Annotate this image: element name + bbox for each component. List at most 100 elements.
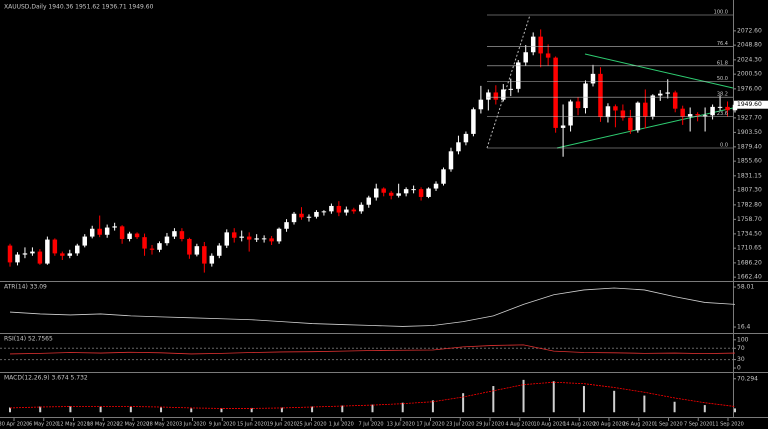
x-tick-label: 18 May 2020 — [87, 422, 120, 428]
x-tick-label: 12 May 2020 — [57, 422, 90, 428]
x-tick-label: 17 Jul 2020 — [416, 422, 444, 428]
candle-body — [418, 189, 424, 197]
candle-body — [89, 228, 95, 237]
y-tick-label: 1782.80 — [737, 201, 762, 208]
candle-body — [164, 236, 170, 244]
candle-body — [516, 62, 521, 89]
macd-bar — [69, 406, 72, 413]
candle-body — [336, 205, 342, 213]
candle-body — [396, 193, 401, 196]
candle-body — [441, 169, 446, 184]
y-tick-label: 0 — [737, 365, 741, 372]
macd-bar — [703, 405, 706, 413]
pane-title: MACD(12,26,9) 3.674 5.732 — [4, 375, 88, 382]
x-tick-label: 3 Jun 2020 — [179, 422, 206, 428]
x-tick-label: 13 Jul 2020 — [387, 422, 415, 428]
x-tick-label: 28 May 2020 — [146, 422, 179, 428]
y-tick-label: 1855.60 — [737, 158, 762, 165]
candle-body — [665, 92, 670, 94]
candle-body — [658, 93, 663, 96]
pane-title: ATR(14) 33.09 — [4, 284, 47, 291]
candle-body — [717, 106, 723, 108]
candle-body — [426, 188, 431, 197]
y-tick-label: 1758.70 — [737, 216, 762, 223]
candle-body — [403, 189, 409, 194]
candle-body — [620, 110, 626, 118]
candle-body — [254, 238, 259, 240]
fib-label: 23.6 — [717, 111, 728, 117]
x-tick-label: 15 Jun 2020 — [237, 422, 267, 428]
price-label: 1949.60 — [737, 101, 762, 108]
candle-body — [194, 246, 200, 255]
y-tick-label: 1807.30 — [737, 187, 762, 194]
candle-body — [411, 189, 416, 191]
candle-body — [478, 99, 484, 110]
candle-body — [217, 245, 222, 256]
candle-body — [373, 188, 379, 198]
macd-bar — [220, 408, 223, 413]
fib-label: 50.0 — [717, 76, 728, 82]
candle-body — [508, 88, 514, 90]
y-tick-label: 1976.00 — [737, 85, 762, 92]
macd-bar — [9, 407, 11, 413]
y-tick-label: 58.01 — [737, 284, 754, 291]
y-tick-label: 1831.15 — [737, 172, 762, 179]
candle-body — [231, 232, 237, 238]
candle-body — [329, 205, 334, 212]
x-tick-label: 11 Sep 2020 — [712, 422, 744, 428]
candle-body — [172, 231, 177, 237]
candle-body — [388, 192, 394, 196]
candle-body — [52, 239, 58, 254]
candle-body — [725, 106, 730, 111]
candle-body — [486, 92, 491, 100]
y-tick-label: 2024.30 — [737, 56, 762, 63]
macd-bar — [613, 390, 616, 413]
indicator-line — [9, 344, 736, 355]
fib-label: 76.4 — [717, 41, 728, 47]
macd-bar — [99, 406, 102, 413]
macd-bar — [673, 401, 676, 413]
candle-body — [142, 237, 147, 249]
candle-body — [149, 248, 155, 250]
indicator-line — [9, 287, 736, 327]
candle-body — [583, 83, 588, 109]
candle-body — [643, 102, 648, 117]
candle-body — [269, 238, 274, 242]
candle-body — [493, 92, 499, 100]
fib-label: 38.2 — [717, 92, 728, 98]
candle-body — [179, 231, 185, 239]
candle-body — [433, 183, 439, 189]
macd-bar — [311, 406, 314, 413]
candle-body — [75, 245, 80, 254]
candle-body — [501, 89, 506, 100]
macd-bar — [462, 393, 465, 413]
candle-body — [672, 92, 678, 109]
fib-label: 61.8 — [717, 60, 728, 66]
candle-body — [7, 245, 13, 263]
pane-title: XAUUSD,Daily 1940.36 1951.62 1936.71 194… — [4, 4, 154, 11]
macd-bar — [552, 381, 555, 413]
y-tick-label: 1710.65 — [737, 245, 762, 252]
macd-bar — [734, 408, 736, 413]
candle-body — [553, 57, 558, 128]
trend-line — [584, 53, 734, 89]
y-tick-label: 2048.80 — [737, 42, 762, 49]
candle-body — [321, 211, 327, 213]
candle-body — [598, 73, 603, 118]
x-tick-label: 23 Jul 2020 — [446, 422, 474, 428]
candle-body — [97, 228, 102, 235]
y-tick-label: 2000.50 — [737, 71, 762, 78]
candle-body — [456, 142, 461, 152]
candle-body — [351, 209, 357, 212]
candle-body — [22, 253, 28, 255]
price-box — [734, 100, 768, 109]
x-tick-label: 22 May 2020 — [117, 422, 150, 428]
y-tick-label: 1903.50 — [737, 129, 762, 136]
y-tick-label: 70 — [737, 345, 745, 352]
x-tick-label: 10 Aug 2020 — [533, 422, 565, 428]
y-tick-label: 1662.40 — [737, 274, 762, 281]
candle-body — [366, 197, 372, 205]
candle-body — [306, 216, 312, 218]
